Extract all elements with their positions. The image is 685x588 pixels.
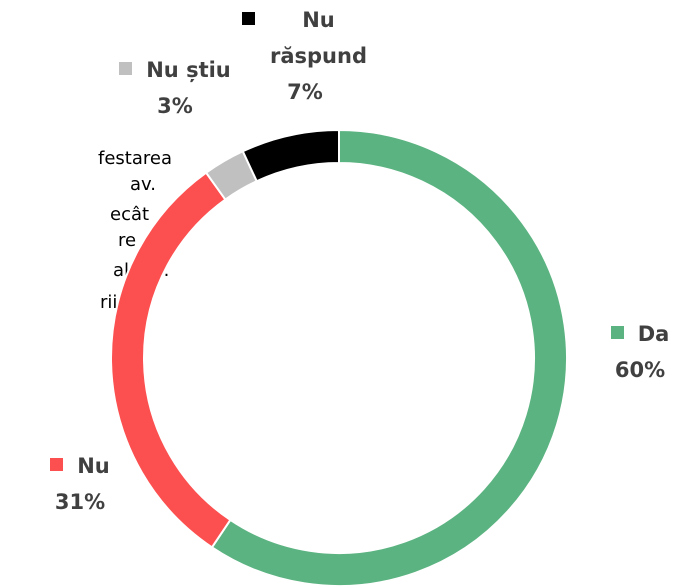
value-label: 31% [54,490,106,514]
annotation-text: ecât [110,204,150,225]
category-label: Nu răspund [270,8,367,68]
annotation-text: re [118,230,137,251]
legend-swatch [241,12,255,25]
legend-swatch [610,326,624,339]
category-label: Nu [77,454,110,478]
slice [241,128,340,183]
category-label: Nu știu [146,58,231,82]
data-label: Nu 31% [10,448,150,520]
data-label: Da 60% [575,316,685,388]
annotation-text: av. [130,174,157,195]
legend-swatch [119,62,133,75]
data-label: Nu răspund 7% [215,2,395,110]
annotation-text: festarea [98,148,172,169]
value-label: 3% [157,94,193,118]
legend-swatch [50,458,64,471]
data-label: Nu știu 3% [100,52,250,124]
slice [210,128,568,587]
value-label: 60% [614,358,666,382]
value-label: 7% [287,80,323,104]
category-label: Da [637,322,670,346]
